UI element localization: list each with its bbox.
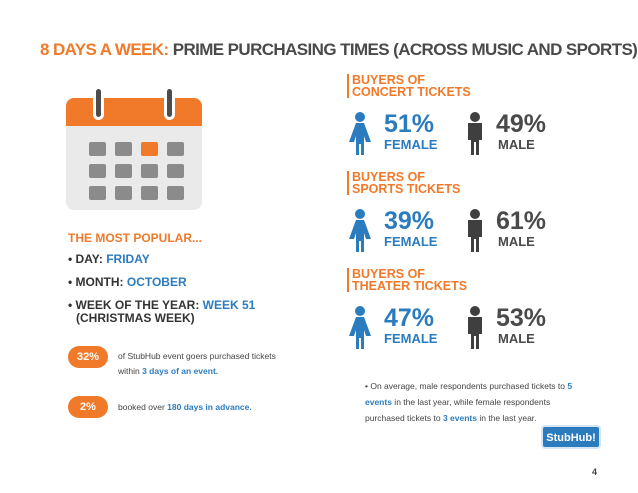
popular-week-note: (CHRISTMAS WEEK) <box>76 311 195 325</box>
popular-week: • WEEK OF THE YEAR: WEEK 51 <box>68 298 256 312</box>
female-label: FEMALE <box>384 234 438 249</box>
calendar-icon <box>66 86 202 216</box>
male-label: MALE <box>498 137 535 152</box>
female-percent: 39% <box>384 207 435 235</box>
stubhub-logo: StubHub! <box>541 425 601 449</box>
most-popular-heading: THE MOST POPULAR... <box>68 231 203 245</box>
male-icon <box>462 209 488 258</box>
male-percent: 49% <box>496 110 547 138</box>
buyers-title: BUYERS OF CONCERT TICKETS <box>347 74 471 98</box>
page-number: 4 <box>592 467 598 477</box>
female-label: FEMALE <box>384 331 438 346</box>
title-highlight: 8 DAYS A WEEK: <box>40 40 169 59</box>
stat-badge: 2% <box>68 396 108 418</box>
male-percent: 61% <box>496 207 547 235</box>
male-label: MALE <box>498 331 535 346</box>
page-title: 8 DAYS A WEEK: PRIME PURCHASING TIMES (A… <box>40 40 638 60</box>
female-percent: 47% <box>384 304 435 332</box>
female-label: FEMALE <box>384 137 438 152</box>
female-percent: 51% <box>384 110 435 138</box>
male-label: MALE <box>498 234 535 249</box>
popular-day: • DAY: FRIDAY <box>68 252 150 266</box>
popular-month: • MONTH: OCTOBER <box>68 275 187 289</box>
female-icon <box>347 209 373 258</box>
stat-badge: 32% <box>68 346 108 368</box>
male-icon <box>462 306 488 355</box>
stat-text: booked over 180 days in advance. <box>118 402 252 412</box>
title-rest: PRIME PURCHASING TIMES (ACROSS MUSIC AND… <box>172 40 638 59</box>
buyers-title: BUYERS OF THEATER TICKETS <box>347 268 467 292</box>
female-icon <box>347 306 373 355</box>
male-female-note: • On average, male respondents purchased… <box>365 381 573 423</box>
stat-text: of StubHub event goers purchased tickets… <box>118 351 276 376</box>
buyers-title: BUYERS OF SPORTS TICKETS <box>347 171 460 195</box>
female-icon <box>347 112 373 161</box>
male-percent: 53% <box>496 304 547 332</box>
male-icon <box>462 112 488 161</box>
